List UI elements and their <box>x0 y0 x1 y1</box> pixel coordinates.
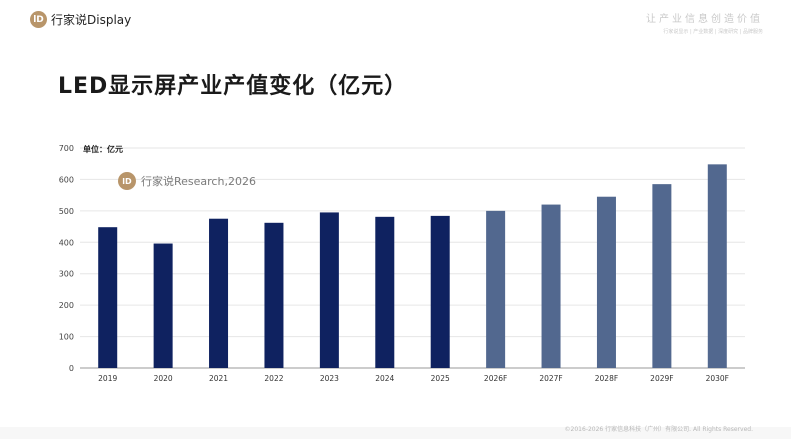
bar <box>98 227 118 368</box>
bottom-band <box>0 427 791 439</box>
x-tick-label: 2028F <box>595 374 618 383</box>
y-tick-label: 500 <box>59 207 74 216</box>
brand-name: 行家说Display <box>51 13 132 27</box>
brand-logo-icon: lD <box>30 11 47 28</box>
bar <box>153 243 173 368</box>
x-tick-label: 2030F <box>706 374 729 383</box>
slogan-main: 让产业信息创造价值 <box>646 14 763 25</box>
y-tick-label: 600 <box>59 175 74 184</box>
unit-label: 单位：亿元 <box>83 144 123 154</box>
bar <box>319 212 339 368</box>
bar <box>209 218 229 368</box>
x-tick-label: 2021 <box>209 374 228 383</box>
y-tick-label: 0 <box>69 364 74 373</box>
y-tick-label: 300 <box>59 270 74 279</box>
copyright-footer: ©2016-2026 行家信息科技（广州）有限公司. All Rights Re… <box>564 426 753 433</box>
y-tick-label: 400 <box>59 238 74 247</box>
x-tick-label: 2024 <box>375 374 394 383</box>
x-tick-label: 2025 <box>431 374 450 383</box>
bar <box>541 204 561 368</box>
bar <box>596 196 616 368</box>
x-tick-label: 2029F <box>650 374 673 383</box>
bar <box>430 215 450 368</box>
y-tick-label: 700 <box>59 144 74 153</box>
y-tick-label: 200 <box>59 301 74 310</box>
slogan-sub: 行家说显示 | 产业数据 | 深度研究 | 品牌服务 <box>663 29 763 35</box>
bar <box>375 216 395 368</box>
bar <box>486 210 506 368</box>
slogan: 让产业信息创造价值 行家说显示 | 产业数据 | 深度研究 | 品牌服务 <box>646 10 763 35</box>
x-tick-label: 2022 <box>264 374 283 383</box>
x-tick-label: 2023 <box>320 374 339 383</box>
x-tick-label: 2027F <box>539 374 562 383</box>
bar <box>264 222 284 368</box>
watermark-text: 行家说Research,2026 <box>141 174 256 188</box>
watermark-logo-text: lD <box>122 177 132 186</box>
page-title: LED显示屏产业产值变化（亿元） <box>58 74 408 99</box>
watermark-logo-icon <box>118 172 136 190</box>
bar <box>652 184 672 368</box>
x-tick-label: 2026F <box>484 374 507 383</box>
y-tick-label: 100 <box>59 333 74 342</box>
x-tick-label: 2019 <box>98 374 117 383</box>
bar <box>707 164 727 368</box>
x-tick-label: 2020 <box>154 374 173 383</box>
brand-logo: lD 行家说Display <box>30 11 131 28</box>
